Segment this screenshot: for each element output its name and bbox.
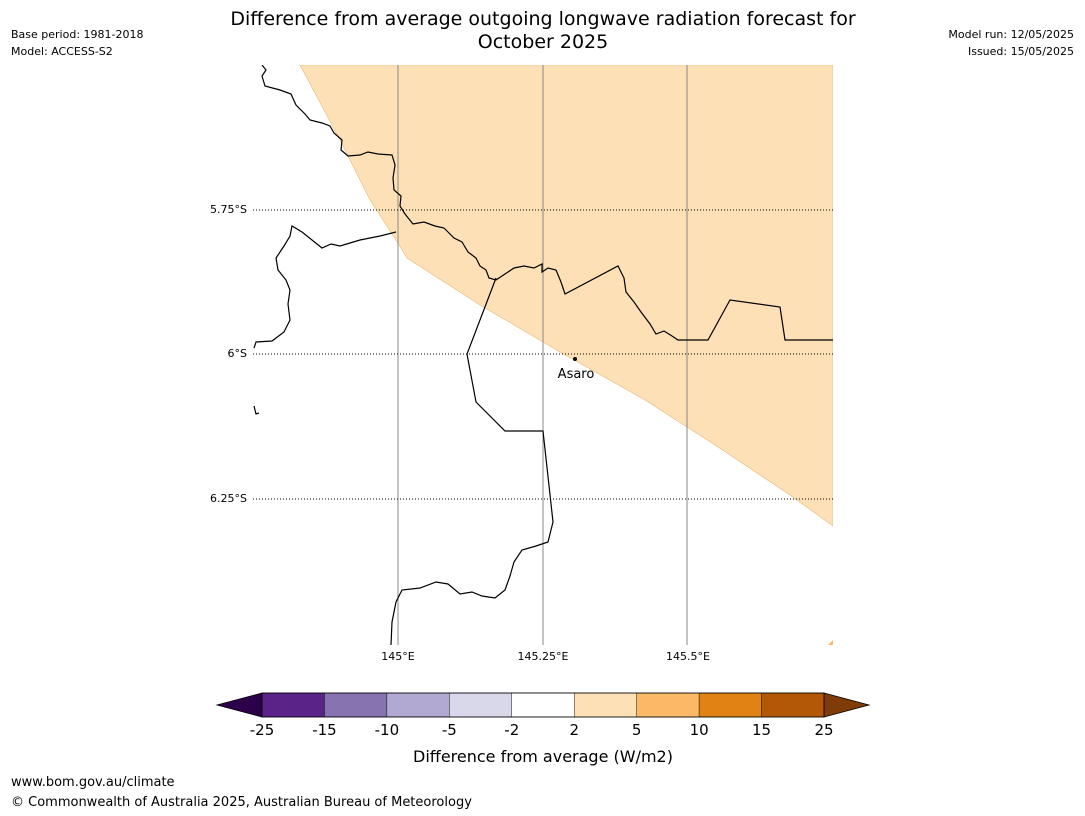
town-label-asaro: Asaro <box>558 367 595 382</box>
colorbar-tick-label: -2 <box>504 721 519 739</box>
model-name: Model: ACCESS-S2 <box>11 45 113 58</box>
colorbar-frame <box>261 692 825 718</box>
colorbar: -25 -15 -10 -5 -2 2 5 10 15 25 <box>215 692 871 739</box>
colorbar-segment <box>698 692 762 718</box>
anomaly-shading <box>299 65 833 527</box>
colorbar-tick-label: 5 <box>632 721 642 739</box>
colorbar-segment <box>761 692 825 718</box>
colorbar-tick-label: 2 <box>569 721 579 739</box>
colorbar-segment <box>636 692 700 718</box>
lat-label: 6°S <box>228 347 247 360</box>
colorbar-under-arrow <box>215 692 263 718</box>
lon-label: 145°E <box>381 650 414 663</box>
lon-label: 145.5°E <box>666 650 710 663</box>
colorbar-tick-label: -5 <box>442 721 457 739</box>
colorbar-tick-label: 25 <box>814 721 833 739</box>
lat-label: 5.75°S <box>210 203 247 216</box>
title-line-2: October 2025 <box>477 31 609 53</box>
issued-date: Issued: 15/05/2025 <box>967 45 1074 58</box>
title-line-1: Difference from average outgoing longwav… <box>230 8 856 30</box>
footer-url: www.bom.gov.au/climate <box>11 775 175 790</box>
metadata-right: Model run: 12/05/2025 Issued: 15/05/2025 <box>948 26 1074 60</box>
colorbar-segment <box>449 692 512 718</box>
colorbar-tick-label: -15 <box>312 721 337 739</box>
town-marker <box>573 357 577 361</box>
province-boundary-north <box>261 65 833 341</box>
footer-copyright: © Commonwealth of Australia 2025, Austra… <box>11 795 472 810</box>
colorbar-tick-label: 10 <box>690 721 709 739</box>
map-title: Difference from average outgoing longwav… <box>143 8 943 54</box>
model-run: Model run: 12/05/2025 <box>948 28 1074 41</box>
colorbar-segment <box>511 692 575 718</box>
colorbar-segment <box>324 692 388 718</box>
colorbar-segment <box>574 692 637 718</box>
colorbar-tick-label: -10 <box>375 721 400 739</box>
province-boundary-south <box>390 277 554 645</box>
base-period: Base period: 1981-2018 <box>11 28 144 41</box>
map-area <box>253 65 833 645</box>
anomaly-shading-corner <box>828 640 833 645</box>
metadata-left: Base period: 1981-2018 Model: ACCESS-S2 <box>11 26 143 60</box>
colorbar-segment <box>261 692 325 718</box>
colorbar-segment <box>386 692 450 718</box>
colorbar-over-arrow <box>823 692 871 718</box>
colorbar-tick-label: 15 <box>752 721 771 739</box>
province-boundary-west <box>253 225 397 349</box>
colorbar-title: Difference from average (W/m2) <box>413 747 673 766</box>
lon-label: 145.25°E <box>518 650 569 663</box>
boundary-fragment <box>253 405 260 415</box>
colorbar-tick-label: -25 <box>250 721 275 739</box>
lat-label: 6.25°S <box>210 492 247 505</box>
